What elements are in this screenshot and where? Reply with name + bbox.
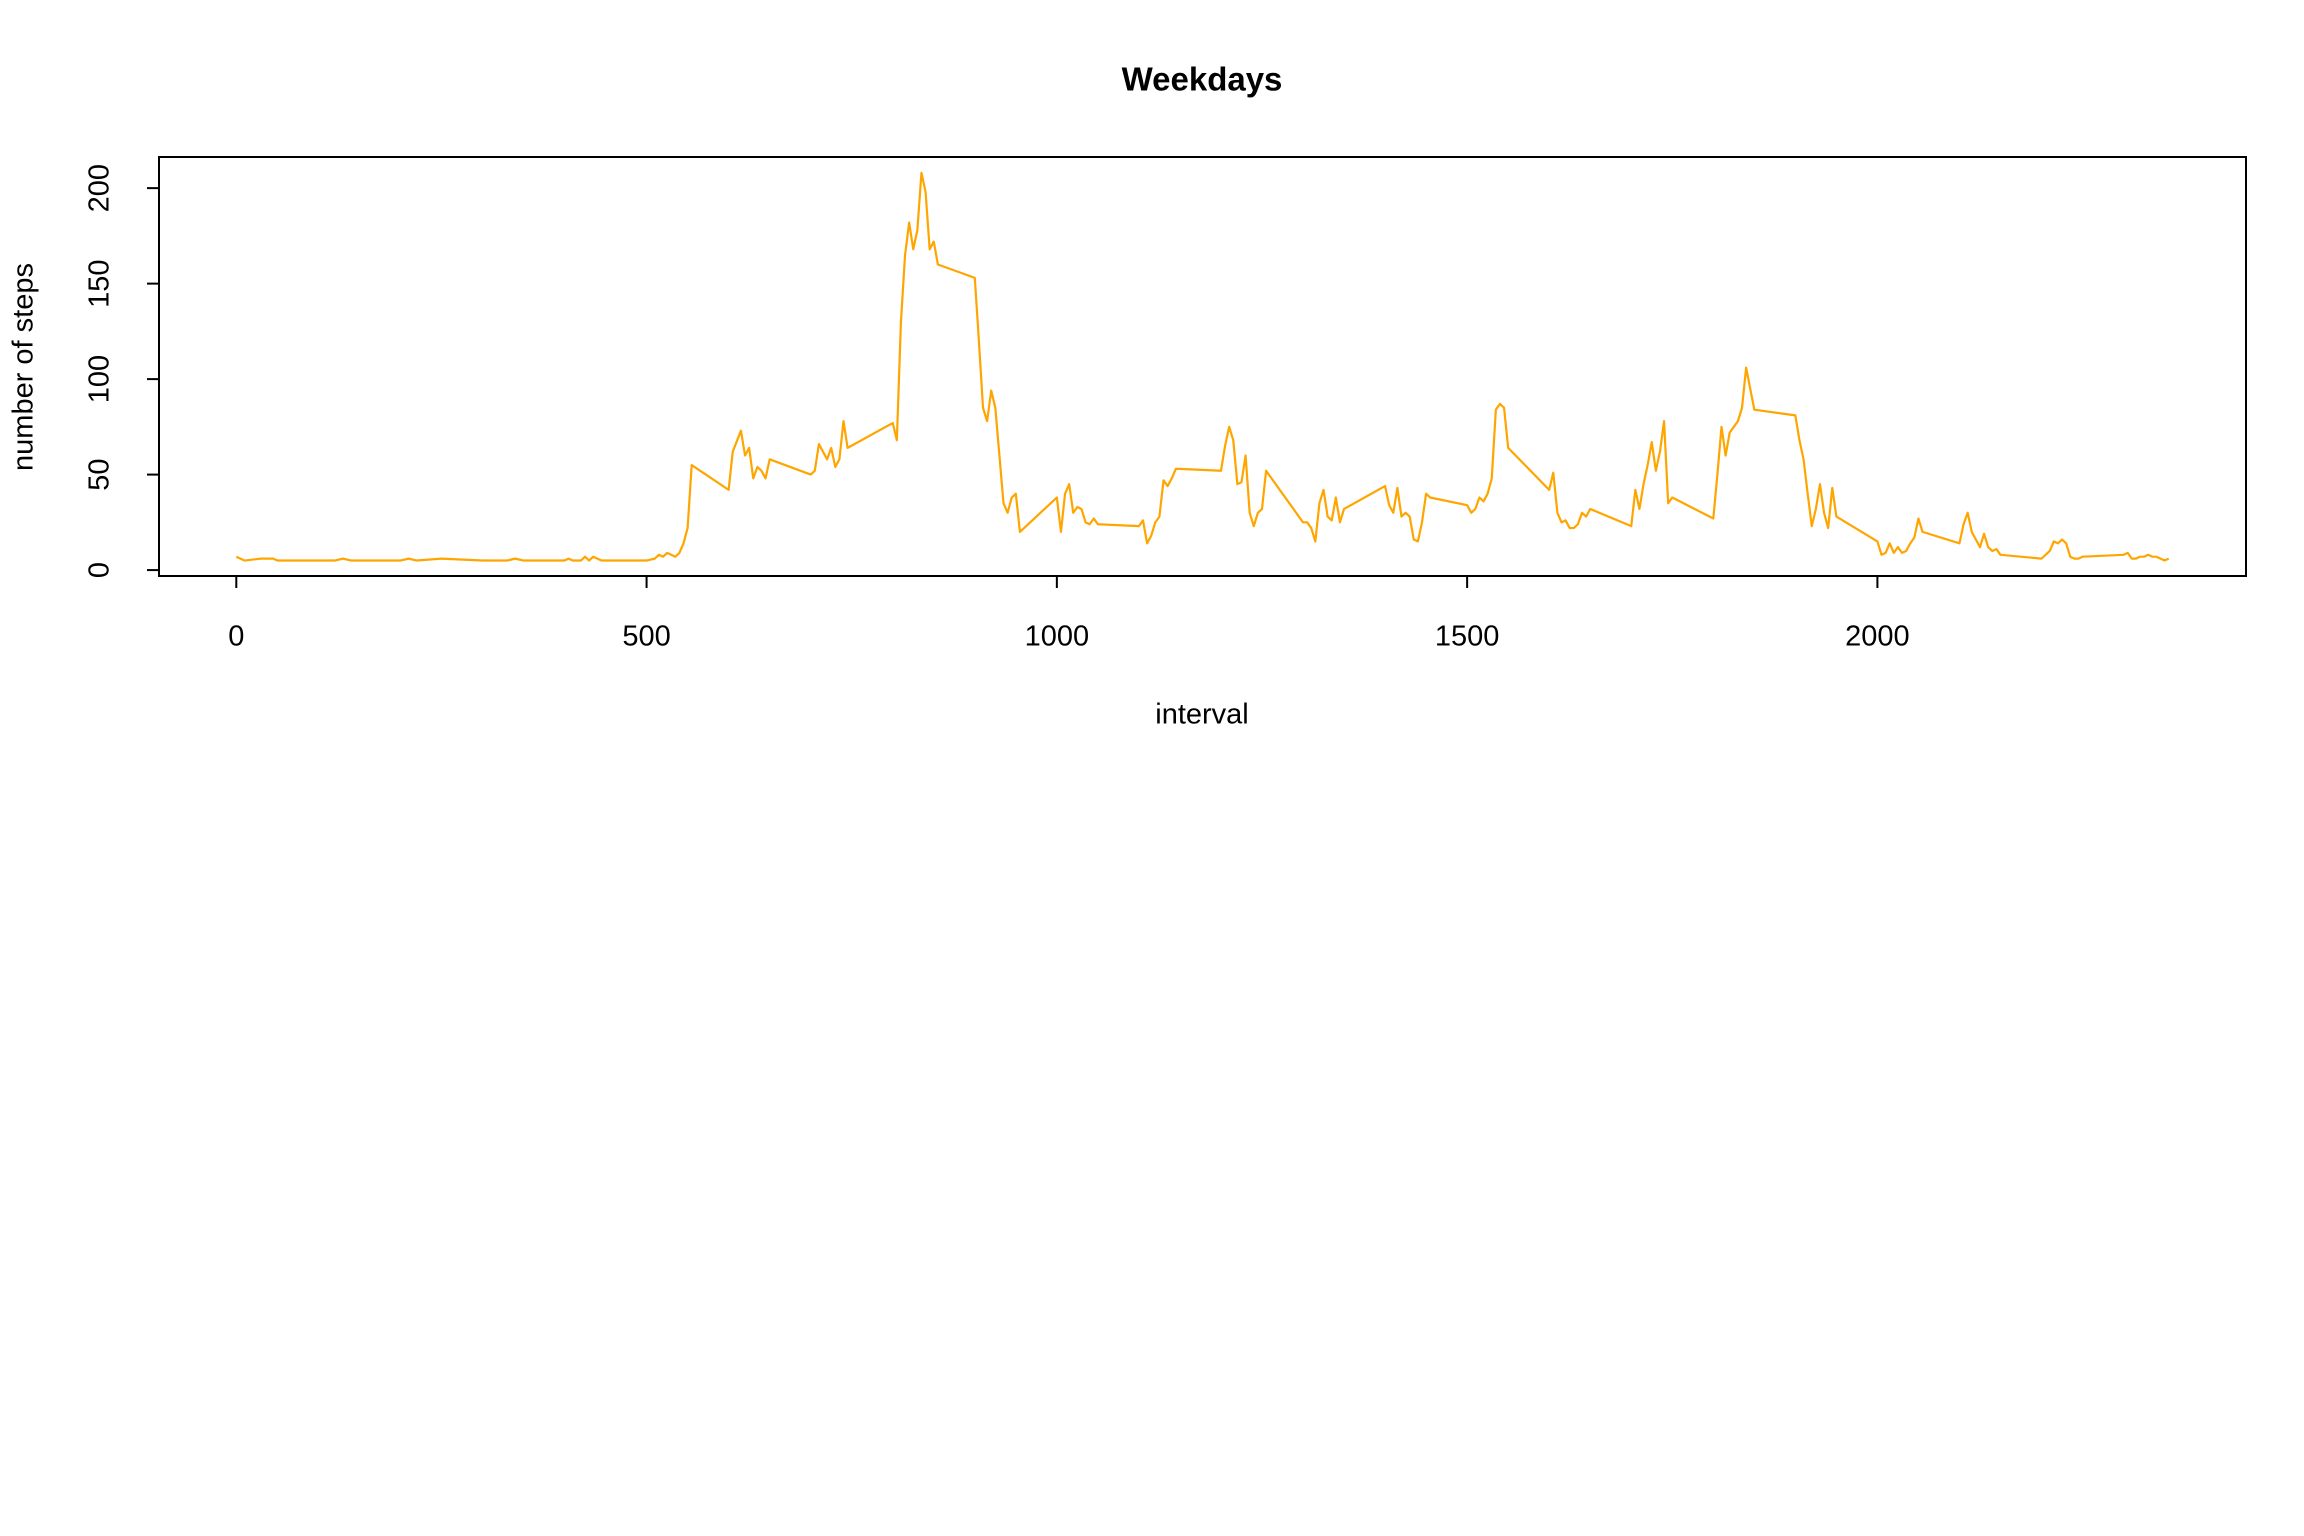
y-tick-label: 100 (84, 355, 116, 403)
y-tick-label: 50 (84, 458, 116, 490)
x-tick-label: 2000 (1845, 621, 1910, 653)
y-tick-label: 0 (84, 562, 116, 578)
y-tick-label: 150 (84, 259, 116, 307)
y-tick-label: 200 (84, 164, 116, 212)
chart-title: Weekdays (1122, 61, 1283, 98)
x-tick-label: 0 (228, 621, 244, 653)
plot-box (158, 156, 2247, 577)
data-line (235, 171, 2170, 562)
x-axis-label: interval (1155, 699, 1249, 731)
y-axis-label: number of steps (8, 263, 40, 471)
x-tick-label: 1000 (1025, 621, 1090, 653)
x-tick-label: 500 (622, 621, 670, 653)
x-tick-label: 1500 (1435, 621, 1500, 653)
